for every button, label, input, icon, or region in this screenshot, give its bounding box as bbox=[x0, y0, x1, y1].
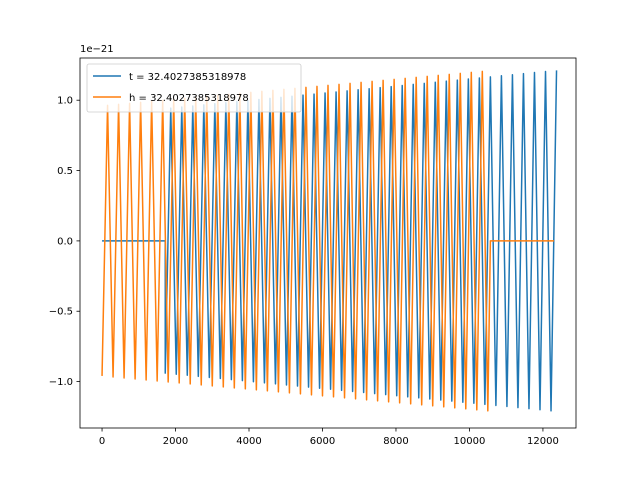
legend-label: t = 32.4027385318978 bbox=[129, 72, 246, 83]
legend: t = 32.4027385318978 h = 32.4027385318978 bbox=[86, 63, 302, 113]
x-tick-label: 8000 bbox=[383, 436, 408, 447]
legend-box bbox=[86, 63, 302, 113]
series-layer bbox=[101, 70, 558, 412]
y-tick-label: 0.0 bbox=[57, 236, 73, 247]
y-tick-label: −1.0 bbox=[49, 377, 73, 388]
x-tick-label: 10000 bbox=[454, 436, 486, 447]
y-tick-label: −0.5 bbox=[49, 307, 73, 318]
x-tick-label: 2000 bbox=[163, 436, 188, 447]
x-tick-label: 4000 bbox=[236, 436, 261, 447]
series-line-1 bbox=[102, 70, 558, 412]
y-offset-label: 1e−21 bbox=[80, 44, 114, 55]
plot-frame bbox=[79, 57, 577, 429]
series-line-2 bbox=[101, 70, 554, 412]
y-tick-label: 1.0 bbox=[57, 96, 73, 107]
y-tick-label: 0.5 bbox=[57, 166, 73, 177]
x-axis: 0 2000 4000 6000 8000 10000 12000 bbox=[99, 428, 559, 447]
x-tick-label: 12000 bbox=[527, 436, 559, 447]
x-tick-label: 0 bbox=[99, 436, 105, 447]
y-axis: −1.0 −0.5 0.0 0.5 1.0 bbox=[49, 96, 80, 388]
legend-label: h = 32.4027385318978 bbox=[129, 93, 249, 104]
x-tick-label: 6000 bbox=[310, 436, 335, 447]
